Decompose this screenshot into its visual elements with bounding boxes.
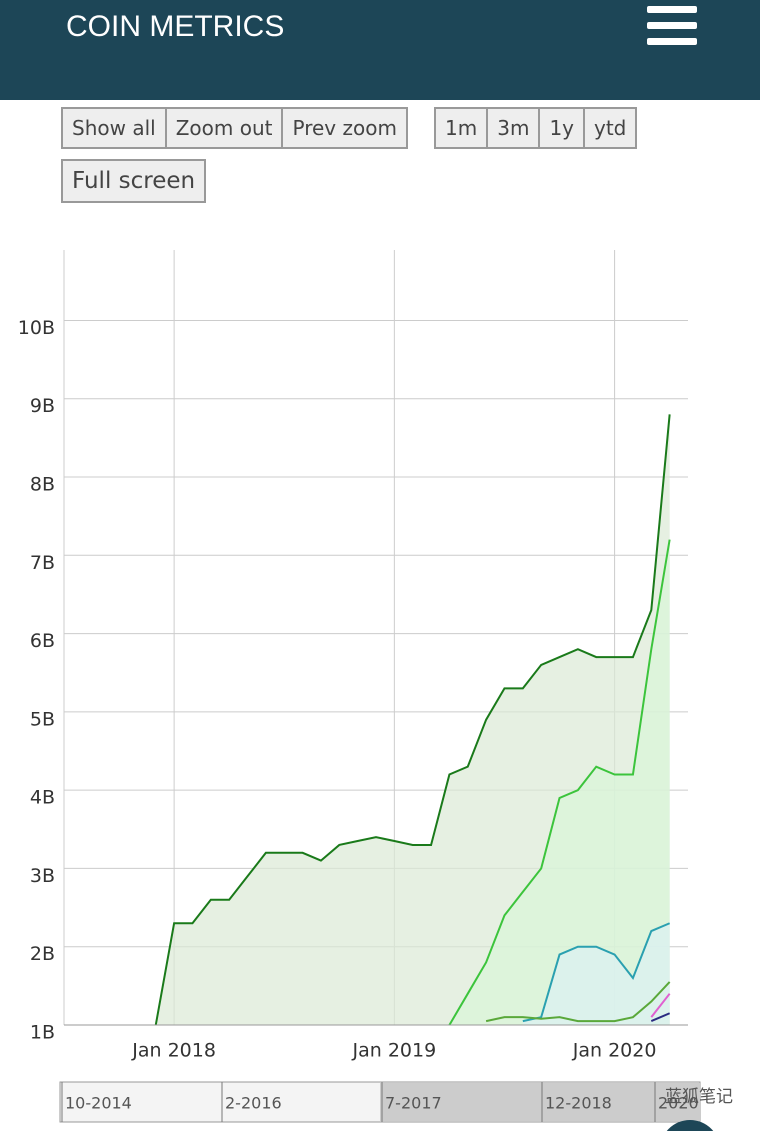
line	[448, 539, 671, 1026]
navigator-selection[interactable]	[380, 1083, 700, 1121]
y-tick-label: 5B	[30, 708, 55, 730]
y-tick-label: 8B	[30, 474, 55, 496]
zoom-buttons: Show all Zoom out Prev zoom	[61, 107, 408, 149]
y-tick-label: 10B	[18, 317, 55, 339]
y-tick-label: 4B	[30, 787, 55, 809]
x-tick-label: Jan 2019	[352, 1040, 437, 1062]
navigator-label: 2020	[658, 1094, 699, 1113]
button[interactable]: Full screen	[72, 168, 196, 194]
x-tick-label: Jan 2018	[131, 1040, 216, 1062]
area	[449, 539, 670, 1025]
y-tick-label: 1B	[30, 1022, 55, 1044]
line	[650, 993, 671, 1018]
line	[522, 922, 671, 1023]
button[interactable]: 3m	[488, 109, 541, 147]
y-tick-label: 7B	[30, 552, 55, 574]
y-tick-label: 3B	[30, 865, 55, 887]
x-tick-label: Jan 2020	[572, 1040, 657, 1062]
button[interactable]: Zoom out	[167, 109, 284, 147]
range-buttons: 1m 3m 1y ytd	[434, 107, 638, 149]
y-tick-label: 6B	[30, 630, 55, 652]
navigator-label: 2-2016	[225, 1094, 282, 1113]
navigator-label: 12-2018	[545, 1094, 612, 1113]
y-tick-label: 2B	[30, 943, 55, 965]
navigator-label: 10-2014	[65, 1094, 132, 1113]
area	[522, 923, 670, 1025]
watermark: 蓝狐笔记	[665, 1087, 733, 1107]
line	[650, 1012, 671, 1023]
fab[interactable]	[660, 1120, 720, 1131]
y-tick-label: 9B	[30, 395, 55, 417]
button[interactable]: ytd	[594, 116, 627, 140]
line	[485, 981, 671, 1023]
button[interactable]: 1m	[436, 109, 489, 147]
button[interactable]: 1y	[540, 109, 585, 147]
button[interactable]: Prev zoom	[292, 116, 397, 140]
button[interactable]: Show all	[63, 109, 167, 147]
header: COIN METRICS	[0, 0, 760, 100]
menu-icon[interactable]	[647, 6, 697, 54]
line	[154, 414, 671, 1026]
brand[interactable]: COIN METRICS	[66, 10, 285, 43]
fullscreen-group: Full screen	[61, 159, 207, 203]
navigator-label: 7-2017	[385, 1094, 442, 1113]
